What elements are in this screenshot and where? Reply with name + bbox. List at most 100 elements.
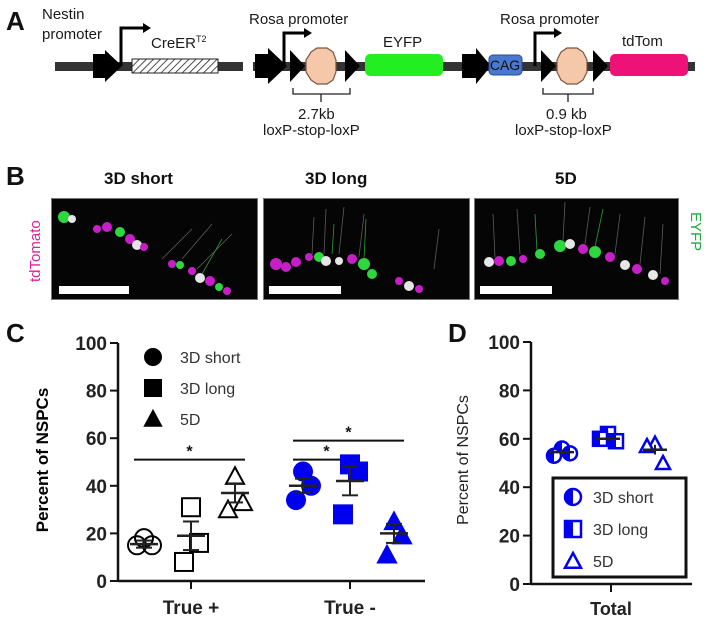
d-point-5d <box>653 453 673 471</box>
rosa-promoter-label-2: Rosa promoter <box>500 11 600 28</box>
transcription-start-arrow-3 <box>533 31 556 66</box>
c-y-tick-label: 20 <box>86 524 107 545</box>
creert2-gene-box <box>131 58 219 74</box>
d-legend-label: 3D long <box>593 522 648 539</box>
d-legend-marker-half-circle <box>563 487 583 507</box>
d-y-tick-label: 60 <box>499 430 520 451</box>
d-data-points <box>545 425 673 471</box>
d-legend: 3D short 3D long 5D <box>551 476 688 579</box>
c-x-tick-label: True + <box>163 598 220 619</box>
stop-cassette-2 <box>556 47 588 85</box>
micrograph-5d-signal <box>484 201 669 285</box>
c-y-ticks: 0 20 40 60 80 100 <box>75 334 118 593</box>
cassette-label-tdtom: loxP-stop-loxP <box>515 122 612 139</box>
micrograph-3d-short-signal <box>58 211 233 295</box>
c-point-3d-long <box>181 497 201 518</box>
c-x-tick-label: True - <box>324 598 376 619</box>
scale-bar-5d <box>480 286 552 294</box>
c-legend-label: 3D long <box>180 381 235 398</box>
d-y-tick-label: 80 <box>499 381 520 402</box>
c-legend-label: 5D <box>180 412 200 429</box>
c-legend-marker-triangle <box>143 408 163 427</box>
panel-letter-b: B <box>6 161 25 191</box>
c-legend: 3D short 3D long 5D <box>143 348 241 429</box>
c-point-3d-short <box>286 490 306 511</box>
creert2-label: CreERT2 <box>151 34 207 52</box>
creert2-label-text: CreER <box>151 35 197 52</box>
d-y-ticks: 0 20 40 60 80 100 <box>488 333 531 596</box>
micrograph-3d-long-signal <box>270 206 440 293</box>
c-data-points <box>127 454 413 572</box>
scale-bar-3d-short <box>59 286 129 294</box>
micrograph-3d-short <box>51 198 258 300</box>
tdtom-label: tdTom <box>622 33 663 50</box>
c-y-axis-label: Percent of NSPCs <box>33 388 52 533</box>
rosa-locus-arrow-1 <box>255 48 287 84</box>
c-point-5d <box>376 543 398 564</box>
cassette-bracket-1 <box>292 88 351 102</box>
loxp-site-2 <box>345 50 360 82</box>
c-significance-star: * <box>186 444 193 461</box>
cassette-size-tdtom: 0.9 kb <box>546 106 587 123</box>
c-point-5d <box>224 465 246 485</box>
d-y-axis-label: Percent of NSPCs <box>455 395 472 525</box>
c-y-tick-label: 0 <box>96 572 107 593</box>
c-significance-star: * <box>323 444 330 461</box>
d-y-tick-label: 40 <box>499 478 520 499</box>
d-legend-label: 5D <box>593 554 613 571</box>
c-y-tick-label: 60 <box>86 429 107 450</box>
d-point-3d-long <box>607 432 625 450</box>
c-legend-label: 3D short <box>180 350 241 367</box>
d-x-tick-label: Total <box>590 599 632 619</box>
cag-enhancer-box <box>488 54 523 76</box>
transcription-start-arrow-1 <box>119 26 145 66</box>
transcription-start-arrow-2 <box>282 31 306 66</box>
micrograph-5d <box>474 198 679 300</box>
d-legend-marker-half-square-fill <box>565 521 573 537</box>
c-significance-star: * <box>345 425 352 442</box>
loxp-site-3 <box>541 50 556 82</box>
cassette-size-eyfp: 2.7kb <box>298 106 335 123</box>
cassette-bracket-2 <box>542 88 594 102</box>
loxp-site-4 <box>593 50 608 82</box>
d-legend-marker-half-square <box>563 519 583 539</box>
condition-title-3d-short: 3D short <box>104 169 173 188</box>
eyfp-gene-box <box>365 54 443 76</box>
stop-cassette-1 <box>305 47 337 85</box>
panel-letter-d: D <box>448 318 467 348</box>
c-y-tick-label: 80 <box>86 382 107 403</box>
d-legend-label: 3D short <box>593 490 654 507</box>
rosa-promoter-label-1: Rosa promoter <box>249 11 349 28</box>
c-point-5d <box>217 498 239 519</box>
c-legend-marker-circle <box>144 348 162 366</box>
d-legend-marker-half-circle-fill <box>565 489 573 505</box>
d-point-3d-long-fill <box>609 434 616 449</box>
nestin-promoter-label-1: Nestin <box>42 6 85 23</box>
construct-diagram: CAG <box>55 23 695 102</box>
cag-label: CAG <box>490 57 520 73</box>
condition-title-3d-long: 3D long <box>305 169 368 188</box>
creert2-superscript: T2 <box>196 34 207 44</box>
chart-d: Percent of NSPCs 0 20 40 60 80 100 Total 3D s… <box>455 333 692 619</box>
tdtom-gene-box <box>610 54 688 76</box>
c-legend-marker-square <box>144 379 162 397</box>
d-y-tick-label: 20 <box>499 527 520 548</box>
scale-bar-3d-long <box>269 286 341 294</box>
panel-letter-c: C <box>6 318 25 348</box>
c-y-tick-label: 100 <box>75 334 107 355</box>
d-y-tick-label: 100 <box>488 333 520 354</box>
d-y-tick-label: 0 <box>509 575 520 596</box>
panel-letter-a: A <box>6 6 25 36</box>
eyfp-channel-label: EYFP <box>687 212 704 252</box>
c-axes <box>116 343 425 583</box>
c-point-3d-long <box>348 461 368 482</box>
nestin-promoter-arrow <box>93 50 122 82</box>
nestin-promoter-label-2: promoter <box>42 26 103 43</box>
rosa-locus-arrow-2 <box>462 48 491 84</box>
c-point-3d-long <box>333 504 353 525</box>
condition-title-5d: 5D <box>555 169 577 188</box>
micrograph-3d-long <box>263 198 470 300</box>
tdtomato-channel-label: tdTomato <box>27 220 44 282</box>
transcription-arrowhead-3 <box>554 28 562 38</box>
